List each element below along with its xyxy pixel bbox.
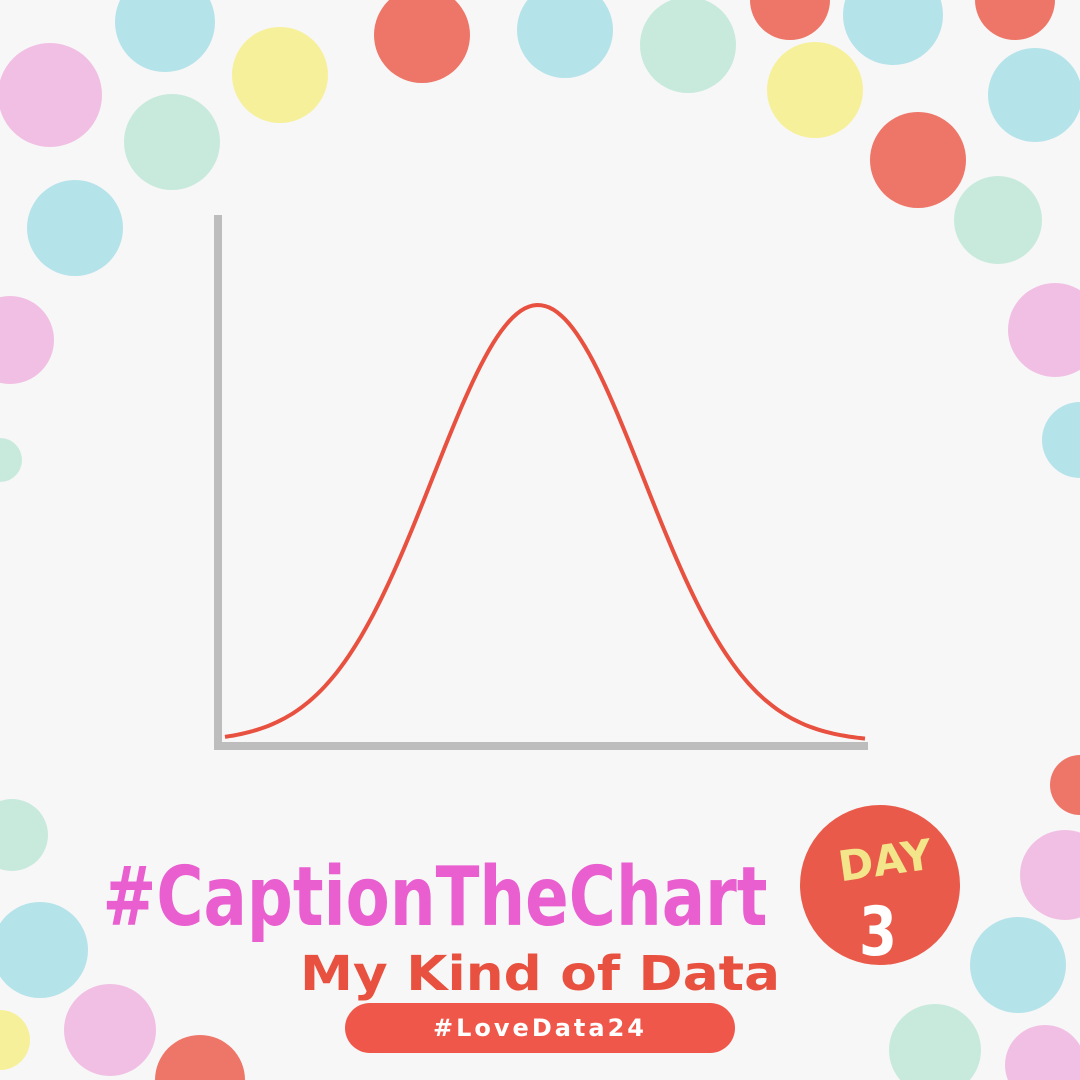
dot xyxy=(988,48,1080,142)
dot xyxy=(517,0,613,78)
dot xyxy=(374,0,470,83)
dot xyxy=(1050,755,1080,815)
dot xyxy=(1020,830,1080,920)
illustration xyxy=(214,215,868,750)
dot xyxy=(0,296,54,384)
hashtag: #LoveData24 xyxy=(433,1014,647,1042)
dot xyxy=(954,176,1042,264)
dot xyxy=(155,1035,245,1080)
dot xyxy=(0,1010,30,1070)
badge xyxy=(800,805,960,965)
dot xyxy=(64,984,156,1076)
dot xyxy=(640,0,736,93)
dot xyxy=(870,112,966,208)
dot xyxy=(115,0,215,72)
hashtag-pill xyxy=(345,1003,735,1053)
title: #CaptionTheChart xyxy=(103,850,768,945)
badge-number: 3 xyxy=(859,893,897,972)
dot xyxy=(0,43,102,147)
dot xyxy=(0,438,22,482)
dot xyxy=(750,0,830,40)
dot xyxy=(27,180,123,276)
dot xyxy=(889,1004,981,1080)
dot xyxy=(767,42,863,138)
dot xyxy=(232,27,328,123)
dot xyxy=(1008,283,1080,377)
bell-curve xyxy=(224,302,866,741)
dot xyxy=(0,799,48,871)
subtitle: My Kind of Data xyxy=(300,946,780,1002)
dot xyxy=(0,902,88,998)
dot xyxy=(1005,1025,1080,1080)
dot xyxy=(970,917,1066,1013)
dot xyxy=(1042,402,1080,478)
dot xyxy=(975,0,1055,40)
dot xyxy=(124,94,220,190)
dot xyxy=(843,0,943,65)
